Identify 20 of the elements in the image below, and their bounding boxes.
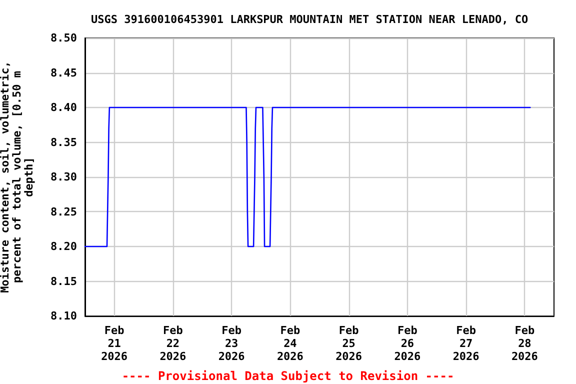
y-tick-label: 8.25 — [50, 205, 77, 218]
y-tick-label: 8.20 — [50, 240, 77, 253]
y-tick-label: 8.35 — [50, 136, 77, 149]
x-tick-label: Feb 25 2026 — [336, 324, 362, 363]
x-tick-label: Feb 27 2026 — [452, 324, 480, 363]
line-series — [84, 106, 531, 248]
y-tick-label: 8.30 — [50, 170, 77, 184]
x-tick-label: Feb 23 2026 — [218, 324, 246, 363]
x-tick-label: Feb 26 2026 — [394, 324, 422, 363]
y-tick-label: 8.15 — [50, 274, 77, 288]
x-tick-label: Feb 24 2026 — [276, 324, 304, 363]
y-tick-label: 8.45 — [50, 66, 77, 80]
chart-title: USGS 391600106453901 LARKSPUR MOUNTAIN MET STATION NEAR LENADO, CO — [91, 13, 528, 26]
x-tick-label: Feb 21 2026 — [101, 324, 128, 363]
y-tick-label: 8.40 — [50, 101, 77, 114]
y-tick-label: 8.50 — [50, 32, 77, 44]
text: ---- Provisional Data Subject to Revision ---- — [122, 369, 454, 383]
x-tick-label: Feb 22 2026 — [160, 324, 187, 363]
x-tick-label: Feb 28 2026 — [511, 324, 538, 363]
y-tick-label: 8.10 — [50, 310, 77, 322]
